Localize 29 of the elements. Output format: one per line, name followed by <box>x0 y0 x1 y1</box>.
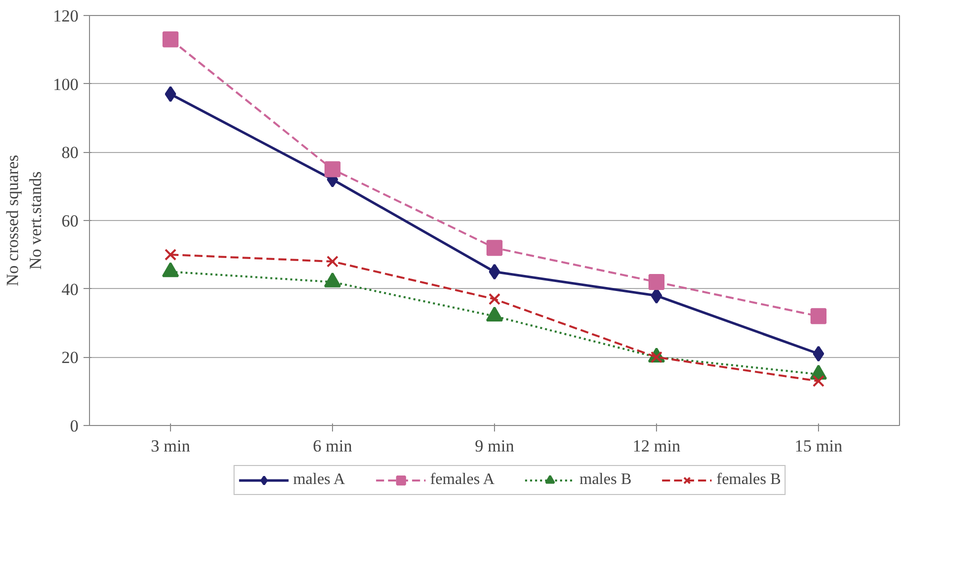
legend-label: females B <box>716 471 781 489</box>
point <box>812 375 824 388</box>
point <box>488 293 500 306</box>
point <box>162 31 178 48</box>
point <box>486 240 502 256</box>
x-tick-label: 6 min <box>312 436 353 456</box>
x-tick-label: 12 min <box>632 436 681 456</box>
y-tick-label: 100 <box>53 74 78 94</box>
y-tick-label: 0 <box>70 416 78 436</box>
y-tick-label: 40 <box>62 280 78 299</box>
y-tick-label: 60 <box>62 212 78 230</box>
y-tick-label: 80 <box>62 143 78 162</box>
point <box>648 274 664 290</box>
legend-label: females A <box>430 471 494 489</box>
point <box>164 248 176 261</box>
legend-label: males A <box>293 471 346 489</box>
point <box>164 86 176 102</box>
point <box>324 161 340 178</box>
y-tick-label: 20 <box>62 348 78 368</box>
x-tick-label: 15 min <box>794 436 843 456</box>
point <box>810 308 826 324</box>
y-axis-title: No crossed squares No vert.stands <box>3 154 45 286</box>
y-tick-label: 120 <box>53 6 78 26</box>
point <box>326 256 338 268</box>
point <box>488 264 500 280</box>
x-tick-label: 9 min <box>474 436 515 456</box>
legend-label: males B <box>580 471 632 489</box>
x-tick-label: 3 min <box>150 436 191 456</box>
point <box>812 346 824 362</box>
